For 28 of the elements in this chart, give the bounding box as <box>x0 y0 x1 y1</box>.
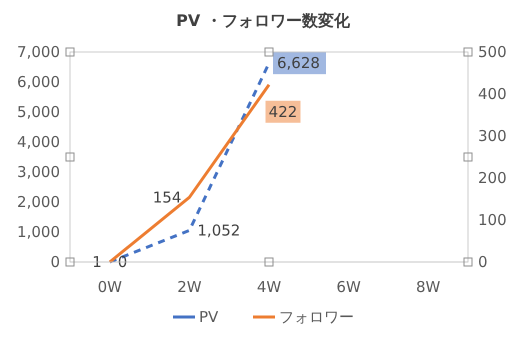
y2-tick-label: 0 <box>478 253 488 271</box>
legend-label: PV <box>199 308 220 326</box>
y-tick-label: 0 <box>50 253 60 271</box>
data-label: 422 <box>268 102 298 121</box>
y-tick-label: 5,000 <box>17 103 60 121</box>
x-tick-label: 2W <box>177 278 202 296</box>
data-label: 1 <box>92 252 102 271</box>
x-tick-label: 4W <box>256 278 282 296</box>
data-label: 0 <box>118 253 128 271</box>
y2-tick-label: 200 <box>478 169 507 187</box>
legend-label: フォロワー <box>279 308 354 326</box>
data-label: 1,052 <box>197 221 240 240</box>
y2-tick-label: 100 <box>478 211 507 229</box>
y-tick-label: 2,000 <box>17 193 60 211</box>
chart-title: PV ・フォロワー数変化 <box>176 11 351 30</box>
data-label: 154 <box>152 188 182 206</box>
y2-tick-label: 500 <box>478 43 507 61</box>
x-tick-label: 8W <box>416 278 441 296</box>
y-tick-label: 3,000 <box>17 163 60 181</box>
y2-tick-label: 400 <box>478 85 507 103</box>
y-tick-label: 7,000 <box>17 43 60 61</box>
y-tick-label: 4,000 <box>17 133 60 151</box>
y-tick-label: 1,000 <box>17 223 60 241</box>
x-tick-label: 6W <box>336 278 361 296</box>
y2-tick-label: 300 <box>478 127 507 145</box>
data-label: 6,628 <box>277 54 320 72</box>
y-tick-label: 6,000 <box>17 73 60 91</box>
x-tick-label: 0W <box>98 278 122 296</box>
